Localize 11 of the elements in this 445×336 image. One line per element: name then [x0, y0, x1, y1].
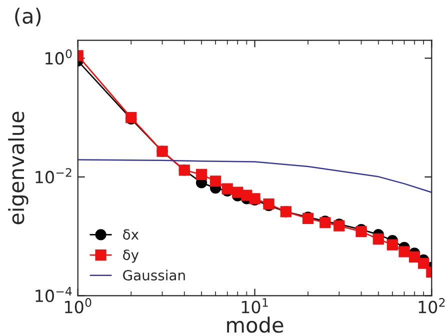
- legend-label: δy: [123, 250, 139, 263]
- x-axis-title: mode: [227, 316, 284, 333]
- y-axis-title: eigenvalue: [8, 112, 28, 224]
- x-tick-label: 10$^{1}$: [242, 298, 268, 314]
- x-tick-label: 10$^{2}$: [418, 298, 445, 314]
- legend-label: Gaussian: [123, 270, 185, 280]
- legend-label: δx: [123, 229, 139, 240]
- x-tick-label: 10$^{0}$: [65, 298, 92, 314]
- chart-title: (a): [15, 8, 41, 26]
- y-tick-label: 10$^{−2}$: [36, 168, 72, 184]
- y-tick-label: 10$^{0}$: [46, 49, 72, 65]
